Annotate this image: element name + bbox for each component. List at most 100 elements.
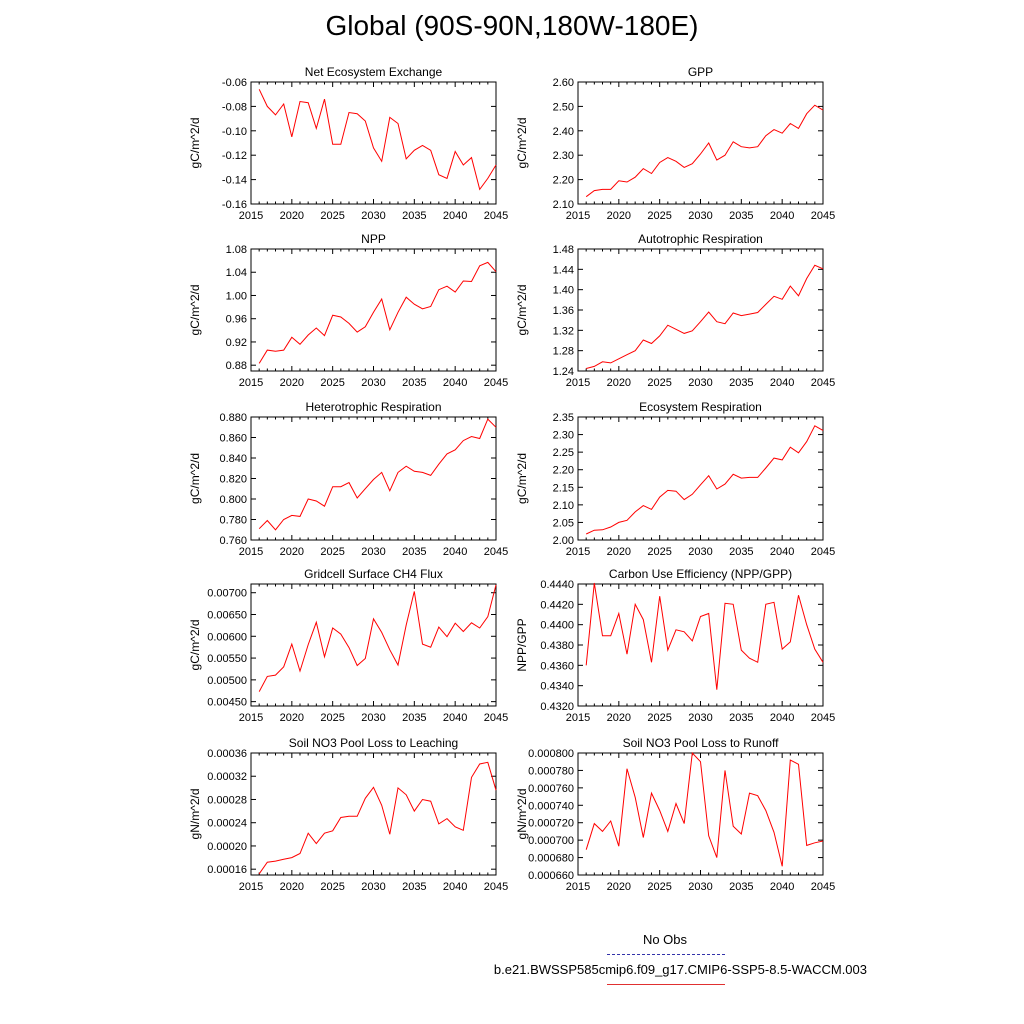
y-tick-label: 0.000740 — [528, 800, 574, 812]
y-tick-label: 0.840 — [219, 453, 247, 465]
y-tick-label: 0.000660 — [528, 870, 574, 882]
x-tick-label: 2035 — [402, 210, 426, 222]
x-tick-label: 2025 — [647, 546, 671, 558]
x-tick-label: 2015 — [239, 712, 263, 724]
x-tick-label: 2025 — [320, 210, 344, 222]
legend-obs-line — [607, 954, 725, 955]
x-tick-label: 2030 — [361, 881, 385, 893]
series-line — [585, 751, 824, 867]
y-axis-label: gN/m^2/d — [188, 789, 202, 840]
plot-frame — [250, 416, 497, 541]
series-line — [585, 425, 824, 535]
y-tick-label: 0.4340 — [540, 681, 574, 693]
x-tick-label: 2025 — [647, 210, 671, 222]
x-tick-label: 2045 — [484, 546, 508, 558]
y-tick-label: 0.00700 — [207, 588, 247, 600]
y-tick-label: 0.000680 — [528, 853, 574, 865]
plot-frame — [577, 416, 824, 541]
x-tick-label: 2045 — [811, 881, 835, 893]
y-tick-label: 1.44 — [553, 264, 574, 276]
x-tick-label: 2020 — [280, 546, 304, 558]
y-tick-label: 0.000720 — [528, 818, 574, 830]
y-tick-label: 1.32 — [553, 325, 574, 337]
y-axis-label: gC/m^2/d — [188, 453, 202, 504]
chart-panel-2: GPP gC/m^2/d 2015 2020 2025 2030 2035 2040 2045 2… — [515, 65, 835, 222]
x-tick-label: 2040 — [443, 546, 467, 558]
y-tick-label: 2.40 — [553, 126, 574, 138]
y-tick-label: 0.4380 — [540, 640, 574, 652]
x-tick-label: 2040 — [443, 377, 467, 389]
y-tick-label: 0.780 — [219, 515, 247, 527]
x-tick-label: 2020 — [607, 210, 631, 222]
x-tick-label: 2015 — [239, 881, 263, 893]
x-tick-label: 2020 — [280, 881, 304, 893]
x-tick-label: 2045 — [811, 712, 835, 724]
series-line — [258, 761, 497, 875]
legend-run-label: b.e21.BWSSP585cmip6.f09_g17.CMIP6-SSP5-8… — [493, 962, 867, 977]
x-tick-label: 2015 — [566, 881, 590, 893]
x-tick-label: 2045 — [811, 546, 835, 558]
y-axis-label: gC/m^2/d — [188, 118, 202, 169]
panel-title: NPP — [361, 232, 386, 246]
x-tick-label: 2030 — [688, 881, 712, 893]
chart-panel-3: NPP gC/m^2/d 2015 2020 2025 2030 2035 2040 2045 1… — [188, 232, 508, 389]
x-tick-label: 2015 — [239, 546, 263, 558]
panel-title: Gridcell Surface CH4 Flux — [304, 567, 443, 581]
x-tick-label: 2020 — [607, 546, 631, 558]
y-tick-label: 2.30 — [553, 150, 574, 162]
series-line — [585, 104, 824, 198]
x-tick-label: 2035 — [402, 881, 426, 893]
y-tick-label: 0.880 — [219, 412, 247, 424]
x-tick-label: 2045 — [484, 881, 508, 893]
x-tick-label: 2040 — [443, 712, 467, 724]
chart-panel-9: Soil NO3 Pool Loss to Leaching gN/m^2/d 20… — [188, 736, 508, 893]
y-tick-label: 0.00032 — [207, 771, 247, 783]
chart-panel-6: Ecosystem Respiration gC/m^2/d 2015 2020 202… — [515, 400, 835, 558]
y-tick-label: -0.16 — [222, 199, 247, 211]
x-tick-label: 2045 — [484, 210, 508, 222]
y-tick-label: -0.12 — [222, 150, 247, 162]
y-tick-label: 2.10 — [553, 199, 574, 211]
x-tick-label: 2025 — [320, 712, 344, 724]
y-tick-label: 0.4420 — [540, 599, 574, 611]
x-tick-label: 2045 — [484, 377, 508, 389]
panel-title: Soil NO3 Pool Loss to Runoff — [623, 736, 780, 750]
y-tick-label: 0.00020 — [207, 841, 247, 853]
y-axis-label: NPP/GPP — [515, 618, 529, 671]
y-tick-label: 2.50 — [553, 101, 574, 113]
x-tick-label: 2040 — [443, 881, 467, 893]
y-tick-label: -0.08 — [222, 101, 247, 113]
series-line — [585, 582, 824, 690]
x-tick-label: 2025 — [320, 881, 344, 893]
y-tick-label: 2.20 — [553, 175, 574, 187]
x-tick-label: 2035 — [729, 546, 753, 558]
y-tick-label: 0.00650 — [207, 610, 247, 622]
y-tick-label: 0.800 — [219, 494, 247, 506]
y-axis-label: gC/m^2/d — [188, 285, 202, 336]
x-tick-label: 2025 — [647, 881, 671, 893]
y-axis-label: gC/m^2/d — [515, 453, 529, 504]
chart-panel-1: Net Ecosystem Exchange gC/m^2/d 2015 2020 20… — [188, 65, 508, 222]
plot-frame — [250, 81, 497, 205]
x-tick-label: 2015 — [239, 377, 263, 389]
plot-frame — [250, 583, 497, 707]
chart-panel-4: Autotrophic Respiration gC/m^2/d 2015 2020 2… — [515, 232, 835, 389]
y-tick-label: 1.48 — [553, 244, 574, 256]
y-tick-label: 0.00550 — [207, 653, 247, 665]
y-tick-label: 2.15 — [553, 482, 574, 494]
x-tick-label: 2040 — [443, 210, 467, 222]
y-tick-label: 1.00 — [226, 290, 247, 302]
y-axis-label: gC/m^2/d — [515, 285, 529, 336]
legend-run-label-row: b.e21.BWSSP585cmip6.f09_g17.CMIP6-SSP5-8… — [0, 962, 1024, 977]
x-tick-label: 2015 — [566, 210, 590, 222]
y-tick-label: 0.00036 — [207, 748, 247, 760]
y-tick-label: 0.00024 — [207, 818, 247, 830]
x-tick-label: 2025 — [320, 546, 344, 558]
y-tick-label: 0.00016 — [207, 864, 247, 876]
x-tick-label: 2030 — [688, 377, 712, 389]
x-tick-label: 2030 — [688, 712, 712, 724]
x-tick-label: 2035 — [402, 546, 426, 558]
y-tick-label: 1.24 — [553, 366, 574, 378]
y-tick-label: 1.40 — [553, 285, 574, 297]
